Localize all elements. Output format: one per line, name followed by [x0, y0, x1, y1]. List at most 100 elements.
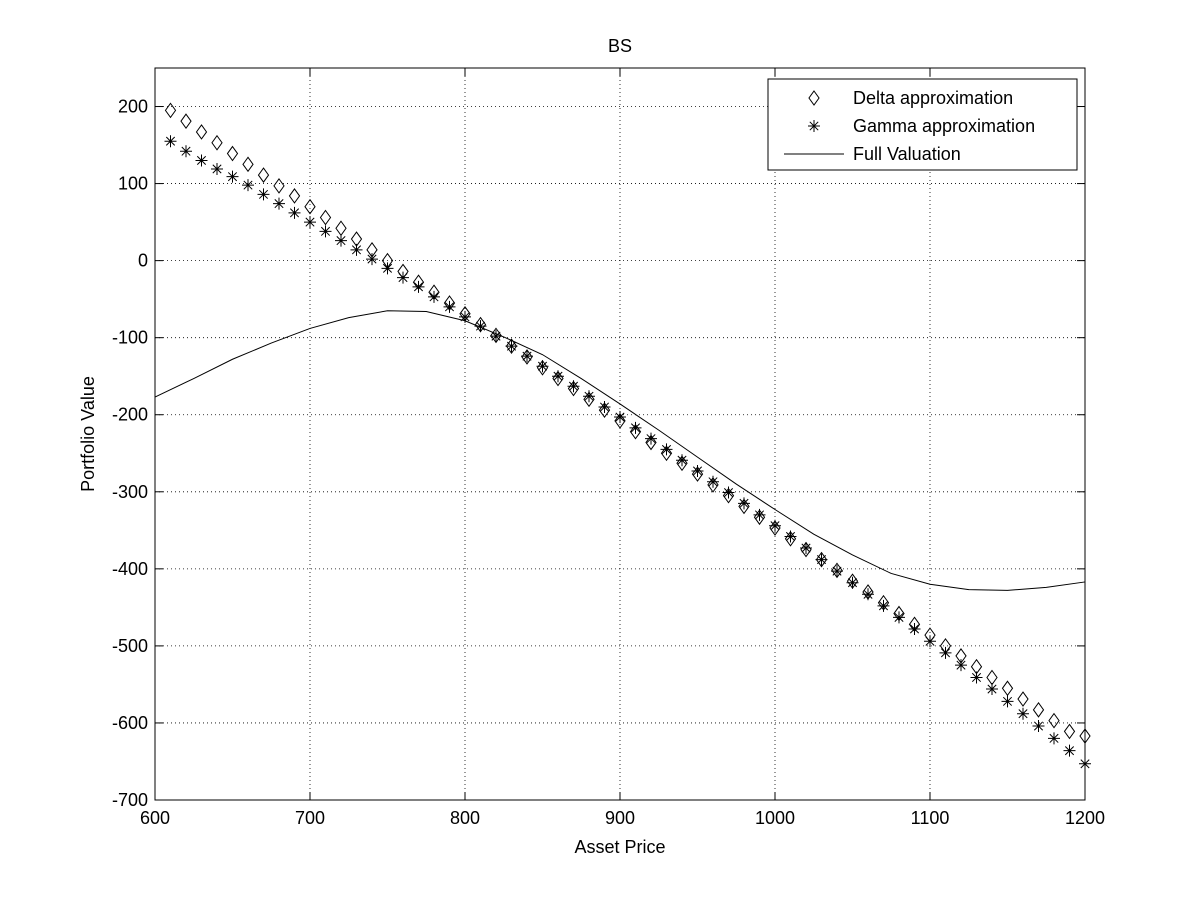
delta-approximation-point — [707, 476, 719, 493]
gamma-approximation-point — [195, 154, 208, 167]
gamma-approximation-point — [1017, 707, 1029, 720]
delta-approximation-point — [304, 198, 316, 215]
gamma-approximation-point — [815, 553, 828, 566]
y-tick-label: -600 — [112, 713, 148, 733]
gamma-approximation-point — [831, 565, 843, 578]
gamma-approximation-point — [629, 421, 642, 434]
gamma-approximation-point — [319, 225, 332, 238]
delta-approximation-point — [164, 102, 177, 119]
legend-swatch-gamma-approximation — [808, 120, 820, 132]
delta-approximation-point — [614, 413, 626, 429]
delta-approximation-point — [257, 167, 270, 183]
gamma-approximation-point — [877, 599, 890, 612]
gamma-approximation-point — [350, 243, 363, 256]
delta-approximation-point — [1079, 728, 1091, 744]
gamma-approximation-point — [443, 300, 456, 313]
gamma-approximation-point — [645, 432, 657, 445]
gamma-approximation-point — [490, 330, 502, 343]
gamma-approximation-point — [304, 216, 316, 229]
y-tick-label: -400 — [112, 559, 148, 579]
gamma-approximation-point — [288, 206, 301, 219]
gamma-approximation-point — [707, 475, 719, 488]
x-tick-label: 1000 — [755, 808, 795, 828]
gamma-approximation-point — [211, 162, 223, 175]
gamma-approximation-point — [428, 290, 440, 303]
gamma-approximation-point — [1032, 720, 1045, 733]
x-tick-label: 900 — [605, 808, 635, 828]
delta-approximation-point — [242, 156, 254, 173]
gamma-approximation-point — [366, 253, 378, 266]
legend-swatch-delta-approximation — [808, 90, 820, 106]
gamma-approximation-point — [955, 659, 967, 672]
gamma-approximation-point — [862, 588, 874, 601]
gamma-approximation-point — [474, 320, 487, 333]
gamma-approximation-point — [1063, 744, 1076, 757]
gamma-approximation-point — [893, 611, 905, 624]
gamma-approximation-point — [800, 542, 812, 555]
gamma-approximation-point — [552, 370, 564, 383]
delta-approximation-point — [180, 113, 192, 130]
delta-approximation-point — [1032, 701, 1045, 718]
delta-approximation-point — [738, 498, 750, 515]
delta-approximation-point — [645, 434, 657, 451]
gamma-approximation-point — [769, 519, 781, 532]
x-tick-label: 700 — [295, 808, 325, 828]
delta-approximation-point — [195, 124, 208, 140]
gamma-approximation-point — [924, 635, 936, 648]
gamma-approximation-point — [412, 280, 425, 293]
gamma-approximation-point — [335, 234, 347, 247]
gamma-approximation-point — [908, 622, 921, 635]
gamma-approximation-point — [521, 350, 533, 363]
legend: Delta approximation Gamma approximation Fu… — [767, 78, 1078, 171]
gamma-approximation-point — [180, 145, 192, 158]
delta-approximation-point — [722, 487, 735, 504]
gamma-approximation-point — [381, 262, 394, 275]
y-tick-label: -500 — [112, 636, 148, 656]
gamma-approximation-point — [459, 310, 471, 323]
gamma-approximation-point — [583, 390, 595, 403]
gamma-approximation-point — [722, 486, 735, 499]
gamma-approximation-point — [598, 401, 611, 414]
delta-approximation-point — [288, 188, 301, 204]
x-tick-label: 1100 — [911, 808, 950, 828]
y-tick-label: 100 — [118, 174, 148, 194]
y-tick-label: 0 — [138, 251, 148, 271]
delta-approximation-point — [536, 359, 549, 376]
axis-ticks: 600 700 800 900 1000 1100 1200-700-600-500-400… — [112, 68, 1105, 828]
delta-approximation-point — [521, 349, 533, 365]
delta-approximation-point — [815, 551, 828, 568]
data-series — [154, 102, 1091, 770]
gamma-approximation-point — [614, 411, 626, 424]
gamma-approximation-point — [986, 683, 998, 696]
delta-approximation-point — [691, 466, 704, 482]
gamma-approximation-point — [242, 179, 254, 192]
gamma-approximation-point — [970, 671, 983, 684]
delta-approximation-point — [273, 178, 285, 194]
y-tick-label: -200 — [112, 405, 148, 425]
gamma-approximation-point — [660, 443, 673, 456]
gamma-approximation-point — [753, 508, 766, 521]
delta-approximation-point — [676, 455, 688, 472]
gamma-approximation-point — [164, 135, 177, 148]
y-tick-label: -300 — [112, 482, 148, 502]
gamma-approximation-point — [257, 188, 270, 201]
gamma-approximation-point — [691, 464, 704, 477]
gamma-approximation-point — [738, 497, 750, 510]
delta-approximation-point — [1048, 712, 1060, 729]
x-tick-label: 600 — [140, 808, 170, 828]
gamma-approximation-point — [397, 271, 409, 284]
gamma-approximation-point — [1001, 695, 1014, 708]
gamma-approximation-point — [784, 530, 797, 543]
full-valuation-line — [154, 310, 1086, 591]
delta-approximation-point — [1001, 680, 1014, 697]
delta-approximation-point — [226, 145, 239, 162]
y-tick-label: -700 — [112, 790, 148, 810]
gamma-approximation-point — [676, 454, 688, 467]
delta-approximation-point — [800, 541, 812, 558]
delta-approximation-point — [211, 134, 223, 151]
legend-label-full-valuation: Full Valuation — [853, 144, 961, 164]
legend-label-delta-approximation: Delta approximation — [853, 88, 1013, 108]
gamma-approximation-point — [1048, 732, 1060, 745]
